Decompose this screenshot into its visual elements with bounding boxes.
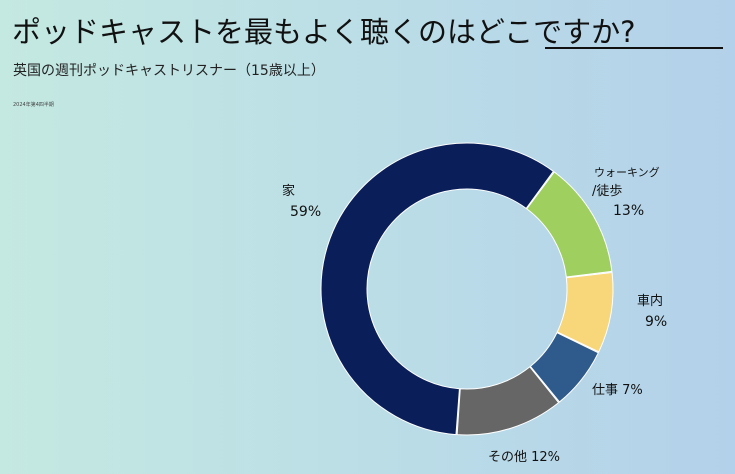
donut-slice-work [529,332,599,403]
donut-slice-car [556,271,614,353]
source-note: 2024年第4四半期 [13,102,54,108]
slice-label-walking-line1: ウォーキング [594,165,660,179]
slice-value-home: 59% [290,204,321,220]
donut-slice-home [320,142,555,436]
donut-slice-other [456,366,560,436]
donut-slice-walking [526,171,613,278]
title-underline [545,47,723,49]
slice-value-car: 9% [645,314,667,330]
slice-label-car: 車内 [637,293,663,309]
chart-subtitle: 英国の週刊ポッドキャストリスナー（15歳以上） [13,63,325,79]
chart-title: ポッドキャストを最もよく聴くのはどこですか? [12,15,636,49]
slice-label-work: 仕事 7% [592,383,643,398]
slice-label-other: その他 12% [488,450,560,465]
slice-labels: ウォーキング /徒歩 13% 車内 9% 仕事 7% その他 12% 家 59% [282,165,667,465]
slice-value-walking: 13% [613,203,644,219]
slice-label-home: 家 [282,183,295,199]
slice-label-walking-line2: /徒歩 [592,184,622,199]
donut-slices [320,142,614,436]
